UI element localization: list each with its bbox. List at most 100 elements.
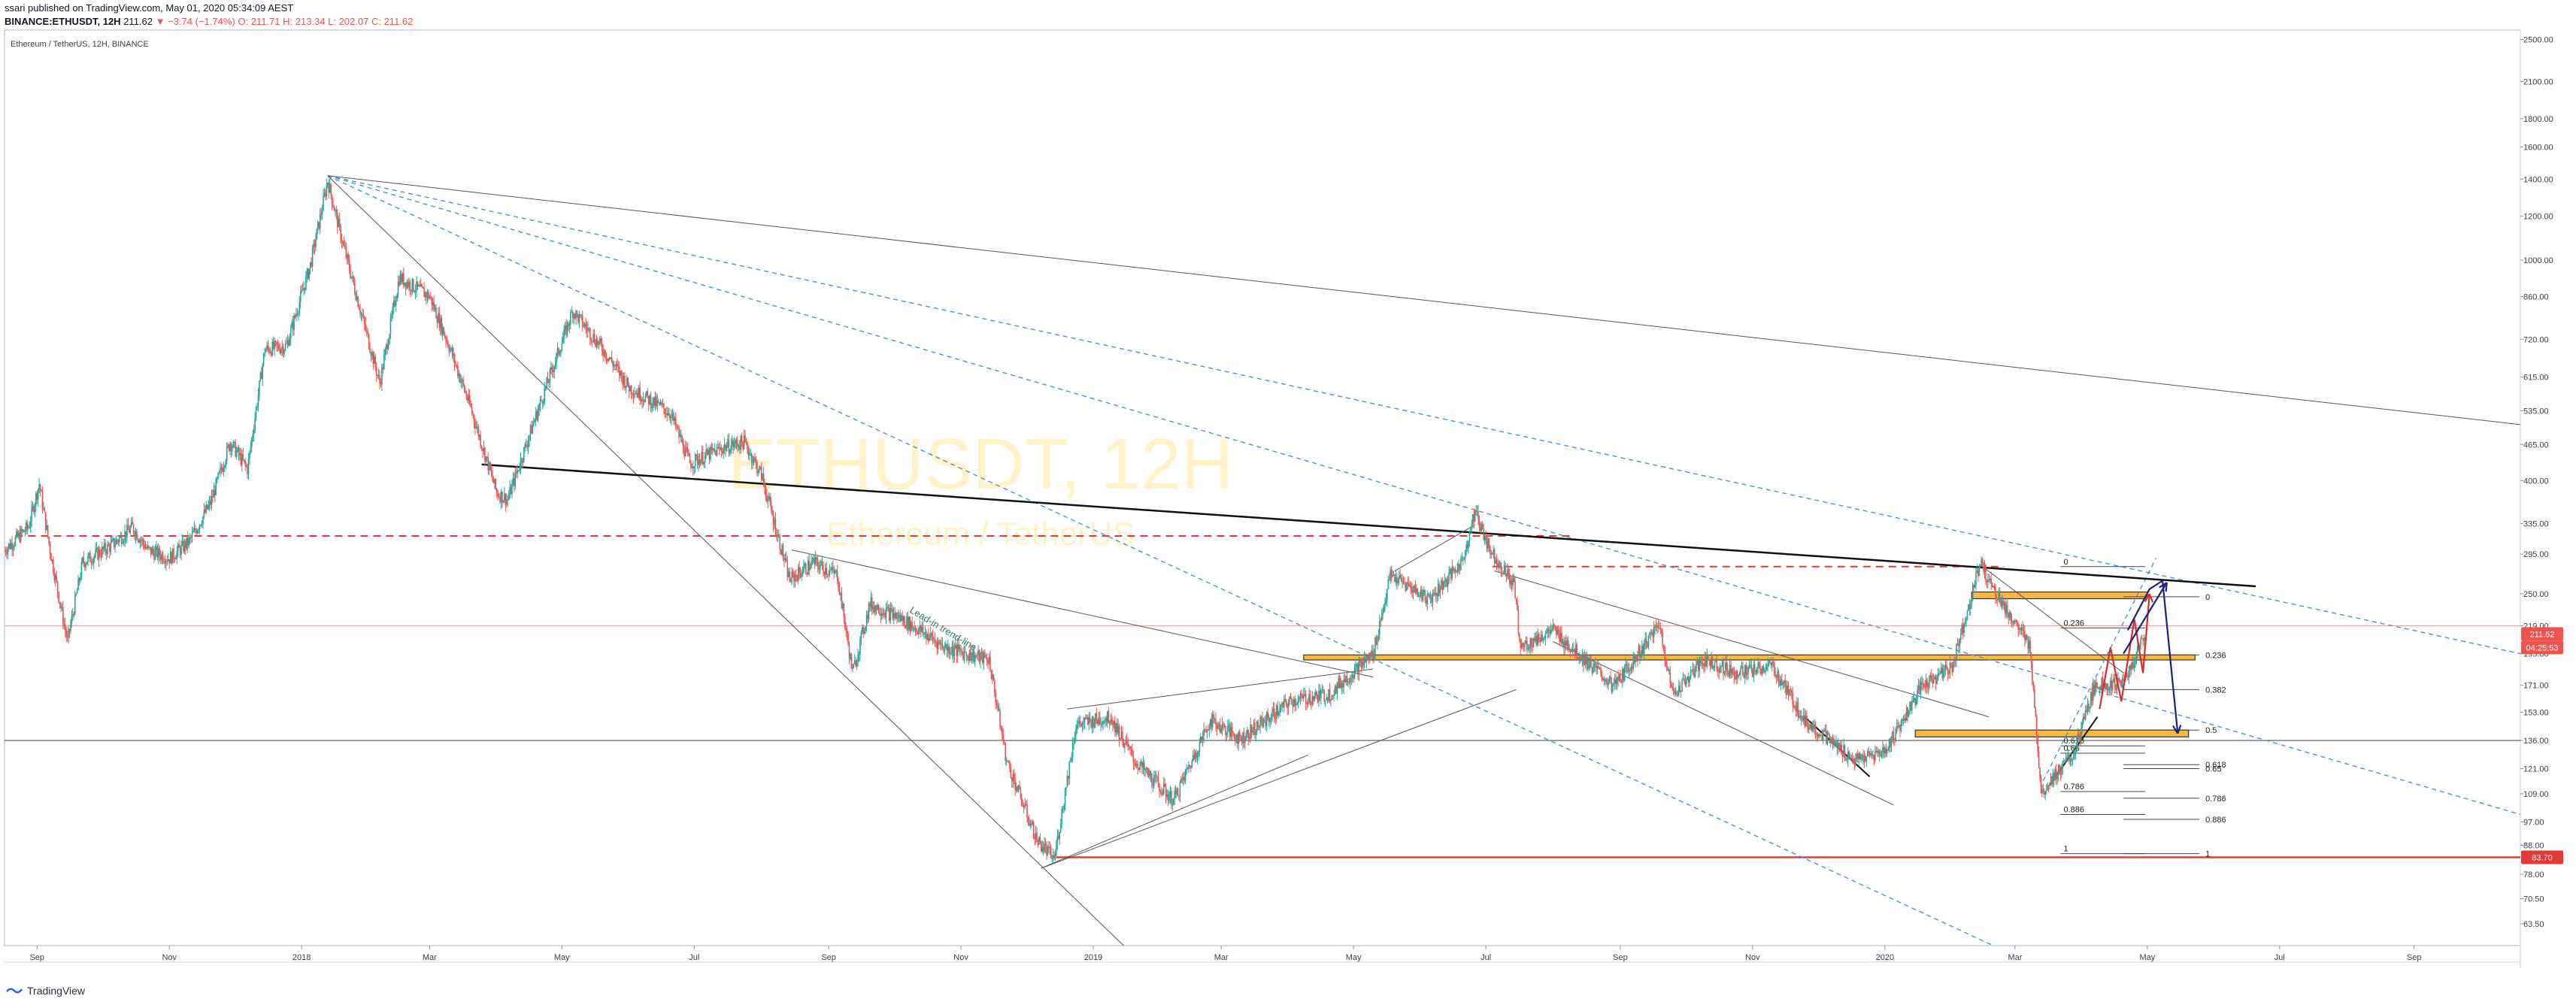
candle-body [1196,755,1199,758]
candle-body [1836,741,1838,749]
candle-body [897,616,899,619]
candle-body [1871,753,1873,756]
candle-body [1221,724,1223,730]
candle-body [338,219,341,226]
candle-body [782,545,784,559]
candle-body [1608,680,1609,686]
low-value: L: 202.07 [328,16,369,27]
candle-body [505,493,507,505]
candle-body [908,616,910,630]
candle-body [2078,734,2080,735]
candle-body [1490,546,1491,555]
candle-body [515,471,517,474]
candle-body [180,544,182,555]
candle-body [472,413,474,416]
candle-body [1523,645,1525,647]
candle-body [1705,658,1707,667]
candle-body [73,614,75,616]
candle-body [99,549,101,556]
candle-body [210,500,211,505]
candle-body [185,541,186,549]
candle-body [626,377,628,386]
candle-body [766,495,768,502]
candle-body [401,274,402,283]
candle-body [2007,604,2008,613]
candle-body [1799,716,1800,718]
candle-body [1866,751,1868,757]
candle-body [293,315,295,330]
candle-body [244,460,246,465]
watermark-symbol: ETHUSDT, 12H [728,424,1233,504]
candle-body [449,349,451,352]
fib_left-label-5: 0.886 [2063,806,2084,815]
candle-body [1672,688,1674,691]
candle-body [706,449,708,455]
candle-body [684,447,686,457]
candle-body [1637,654,1638,661]
candle-body [565,325,567,335]
candle-body [1596,664,1598,668]
candle-body [914,628,917,630]
candle-body [875,605,877,610]
candle-body [1049,846,1051,848]
candle-body [1834,743,1836,746]
x-tick-label: Mar [2008,953,2022,962]
candle-body [723,444,726,449]
candle-body [1120,738,1121,740]
candle-body [1103,721,1105,722]
candle-body [492,479,495,483]
candle-body [34,505,36,513]
candle-body [379,374,380,384]
candle-body [1077,724,1079,725]
candle-body [1532,637,1535,647]
candle-body [1995,586,1996,598]
candle-body [1021,798,1023,806]
candle-body [667,413,669,416]
candle-body [1314,695,1316,701]
candle-body [1176,788,1177,795]
candle-body [1711,657,1714,670]
candle-body [691,467,693,468]
candle-body [1650,632,1652,634]
candle-body [1375,637,1377,645]
candle-body [1404,583,1405,585]
candle-body [220,467,223,470]
candle-body [1126,740,1128,743]
candle-body [651,405,653,408]
candle-body [465,392,468,398]
candle-body [1434,592,1436,595]
candle-body [997,705,999,710]
candle-body [990,671,993,679]
candle-body [304,287,306,290]
candle-body [829,570,831,575]
candle-body [345,248,347,258]
candle-body [931,633,932,636]
candle-body [1225,725,1226,736]
tradingview-footer[interactable]: TradingView [6,985,85,997]
candle-body [97,547,98,560]
candle-body [784,558,786,561]
candle-body [571,312,573,313]
candle-body [2116,679,2118,690]
candle-body [823,565,824,572]
candle-body [1528,647,1530,649]
candle-body [53,559,54,574]
candle-body [314,243,316,248]
candle-body [1177,788,1179,796]
candle-body [399,281,400,285]
candle-body [870,598,872,607]
candle-body [1792,693,1794,706]
candle-body [661,402,662,404]
candle-body [1611,682,1613,692]
candle-body [1960,634,1962,640]
candle-body [1884,748,1886,754]
candle-body [1066,776,1068,788]
candle-body [677,427,679,428]
candle-body [1235,735,1238,742]
candle-body [250,446,252,452]
candle-body [804,563,806,567]
candle-body [1805,715,1807,725]
candle-body [1746,673,1748,675]
candle-body [458,374,460,377]
